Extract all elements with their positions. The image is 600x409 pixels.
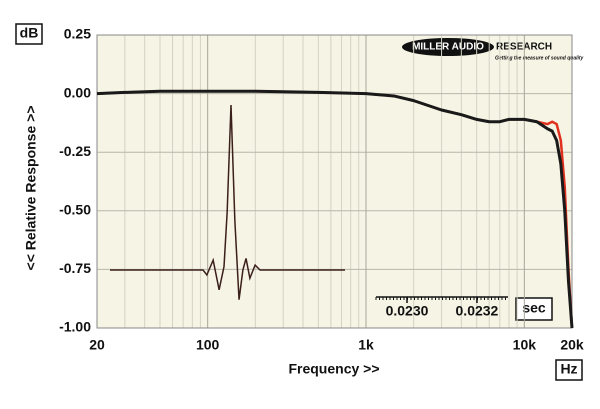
y-tick-label: -0.50	[59, 202, 91, 218]
logo-badge	[402, 38, 494, 56]
x-tick-label: 1k	[358, 337, 374, 353]
y-tick-label: 0.00	[64, 84, 91, 100]
logo-tagline: Getting the measure of sound quality	[495, 55, 584, 61]
x-unit: Hz	[560, 361, 577, 377]
unit-box	[555, 359, 583, 381]
x-tick-label: 10k	[513, 337, 537, 353]
x-axis-label: Frequency >>	[288, 361, 379, 377]
unit-box	[15, 23, 43, 45]
unit-box	[515, 297, 553, 321]
y-axis-label: << Relative Response >>	[23, 106, 39, 271]
x-tick-label: 20	[89, 337, 105, 353]
inset-tick-label: 0.0232	[456, 303, 499, 319]
y-tick-label: -1.00	[59, 319, 91, 335]
inset-x-label: sec	[522, 300, 546, 316]
impulse-line	[110, 104, 345, 300]
logo-brand: MILLER AUDIO	[412, 42, 484, 53]
plot-frame	[96, 34, 573, 329]
y-unit: dB	[20, 25, 39, 41]
plot-area	[97, 35, 572, 328]
x-tick-label: 100	[196, 337, 220, 353]
y-tick-label: -0.75	[59, 260, 91, 276]
inset-tick-label: 0.0230	[386, 303, 429, 319]
y-tick-label: 0.25	[64, 26, 91, 42]
response-line	[96, 89, 574, 329]
x-tick-label: 20k	[560, 337, 584, 353]
y-tick-label: -0.25	[59, 143, 91, 159]
